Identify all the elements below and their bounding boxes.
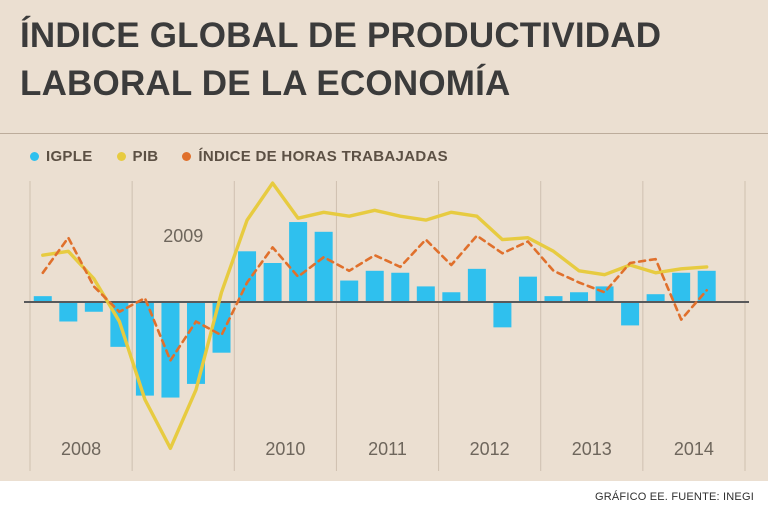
igple-dot-icon bbox=[30, 152, 39, 161]
pib-line bbox=[41, 181, 709, 450]
igple-bar bbox=[544, 296, 563, 302]
header-divider bbox=[0, 133, 768, 134]
legend-item-horas: ÍNDICE DE HORAS TRABAJADAS bbox=[182, 148, 448, 165]
productivity-chart: 2008 2009 2010 2011 2012 2013 2014 bbox=[0, 175, 768, 480]
igple-bar bbox=[518, 276, 537, 302]
year-axis-label: 2014 bbox=[674, 439, 714, 459]
year-axis-label: 2013 bbox=[572, 439, 612, 459]
igple-bar bbox=[59, 302, 78, 322]
page-title-line1: ÍNDICE GLOBAL DE PRODUCTIVIDAD bbox=[20, 16, 662, 55]
legend-label-horas: ÍNDICE DE HORAS TRABAJADAS bbox=[198, 148, 448, 165]
igple-bar bbox=[161, 302, 180, 398]
igple-bar bbox=[263, 263, 282, 302]
igple-bar bbox=[467, 268, 486, 302]
legend-item-pib: PIB bbox=[116, 148, 159, 165]
igple-bar bbox=[289, 222, 308, 302]
igple-bar bbox=[416, 286, 435, 302]
igple-bar bbox=[135, 302, 154, 396]
year-axis-label: 2010 bbox=[265, 439, 305, 459]
igple-bar bbox=[314, 231, 333, 302]
year-axis-label: 2012 bbox=[470, 439, 510, 459]
igple-bar bbox=[570, 292, 589, 302]
page-header: ÍNDICE GLOBAL DE PRODUCTIVIDAD LABORAL D… bbox=[20, 12, 748, 107]
footer-bar: GRÁFICO EE. FUENTE: INEGI bbox=[0, 481, 768, 512]
year-annotation-2009: 2009 bbox=[163, 226, 203, 246]
igple-bar bbox=[84, 302, 103, 312]
page-title: ÍNDICE GLOBAL DE PRODUCTIVIDAD LABORAL D… bbox=[20, 12, 748, 107]
igple-bar bbox=[186, 302, 205, 384]
legend-label-igple: IGPLE bbox=[46, 148, 93, 165]
page-title-line2: LABORAL DE LA ECONOMÍA bbox=[20, 63, 511, 103]
igple-bar bbox=[646, 294, 665, 302]
igple-bar bbox=[365, 270, 384, 302]
igple-bar bbox=[391, 272, 410, 302]
pib-dot-icon bbox=[116, 152, 126, 161]
source-credit: GRÁFICO EE. FUENTE: INEGI bbox=[594, 490, 754, 503]
igple-bar bbox=[340, 280, 359, 302]
legend-item-igple: IGPLE bbox=[30, 148, 93, 165]
legend-label-pib: PIB bbox=[132, 148, 159, 165]
igple-bar bbox=[33, 296, 52, 302]
igple-bar bbox=[621, 302, 640, 326]
chart-legend: IGPLE PIB ÍNDICE DE HORAS TRABAJADAS bbox=[30, 148, 448, 165]
chart-canvas: 2008 2009 2010 2011 2012 2013 2014 bbox=[24, 181, 749, 471]
igple-bar bbox=[672, 272, 691, 302]
year-axis-label: 2008 bbox=[61, 439, 101, 459]
horas-line bbox=[41, 234, 708, 362]
igple-bar bbox=[442, 292, 461, 302]
year-axis-label: 2011 bbox=[368, 439, 407, 459]
horas-dot-icon bbox=[182, 152, 192, 161]
igple-bar bbox=[493, 302, 512, 328]
